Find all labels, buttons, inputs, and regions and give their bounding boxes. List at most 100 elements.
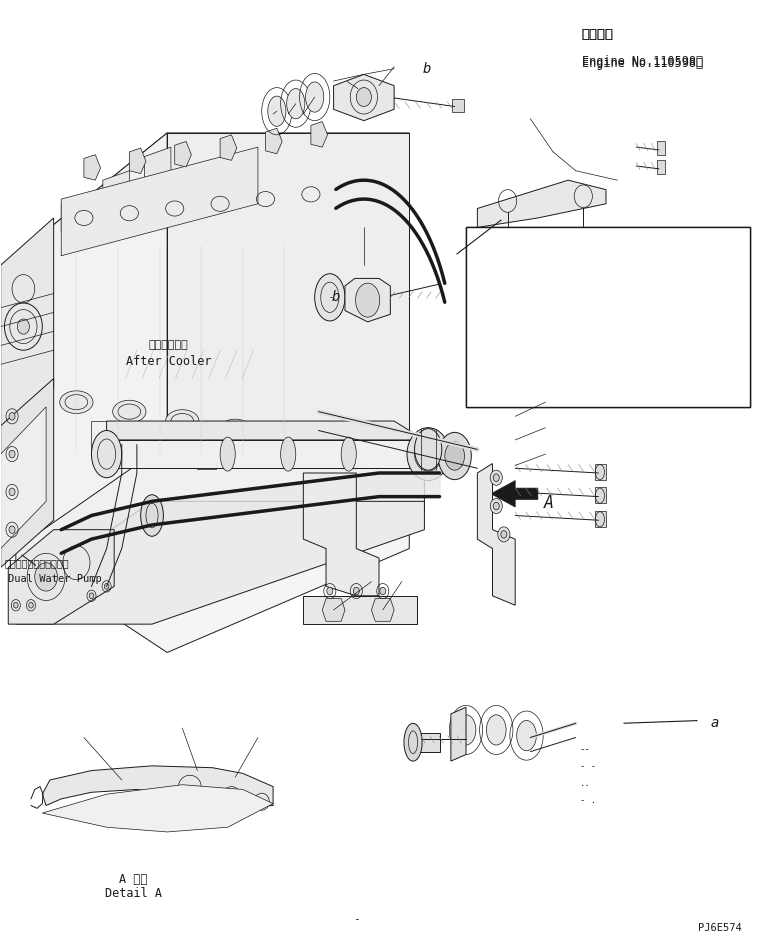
Polygon shape (656, 142, 665, 154)
Polygon shape (656, 160, 665, 173)
Ellipse shape (287, 89, 305, 119)
Polygon shape (334, 75, 394, 121)
Text: Dual Water Pump: Dual Water Pump (8, 574, 102, 584)
Ellipse shape (407, 428, 449, 481)
Polygon shape (174, 142, 191, 166)
Text: 適用号機: 適用号機 (582, 28, 614, 42)
Circle shape (105, 584, 109, 589)
Ellipse shape (487, 715, 506, 745)
Ellipse shape (490, 499, 503, 514)
Ellipse shape (60, 391, 93, 413)
Polygon shape (16, 454, 424, 605)
Polygon shape (303, 473, 379, 596)
Polygon shape (451, 708, 466, 762)
Polygon shape (39, 133, 168, 568)
Circle shape (14, 603, 18, 608)
Polygon shape (1, 218, 54, 435)
Polygon shape (265, 129, 282, 153)
Ellipse shape (498, 527, 510, 542)
Ellipse shape (166, 410, 199, 432)
Ellipse shape (113, 400, 146, 423)
Polygon shape (107, 421, 424, 440)
Ellipse shape (268, 96, 286, 127)
Ellipse shape (356, 283, 380, 317)
Text: A: A (544, 494, 554, 512)
Ellipse shape (220, 437, 235, 471)
Ellipse shape (341, 437, 356, 471)
Ellipse shape (438, 432, 471, 480)
Ellipse shape (421, 445, 436, 464)
Text: ..: .. (580, 779, 590, 788)
Ellipse shape (218, 419, 252, 442)
Ellipse shape (404, 724, 422, 762)
Polygon shape (1, 378, 54, 568)
Polygon shape (594, 511, 606, 527)
Text: After Cooler: After Cooler (126, 355, 211, 368)
Ellipse shape (415, 429, 442, 470)
Polygon shape (371, 599, 394, 622)
Polygon shape (311, 122, 327, 148)
Polygon shape (413, 733, 440, 752)
Circle shape (89, 593, 94, 599)
Polygon shape (39, 464, 409, 653)
Ellipse shape (490, 470, 503, 485)
Text: 適用号機: 適用号機 (582, 28, 614, 42)
Polygon shape (478, 180, 606, 227)
Circle shape (9, 488, 15, 496)
Bar (466, 227, 750, 407)
Ellipse shape (35, 563, 58, 591)
Circle shape (9, 526, 15, 534)
Ellipse shape (445, 442, 465, 470)
Ellipse shape (353, 587, 359, 595)
Circle shape (29, 603, 33, 608)
Polygon shape (168, 133, 409, 464)
Polygon shape (322, 599, 345, 622)
Ellipse shape (315, 273, 345, 321)
Polygon shape (594, 487, 606, 503)
Text: - -: - - (580, 762, 596, 771)
Ellipse shape (327, 587, 333, 595)
Polygon shape (303, 596, 417, 624)
Text: PJ6E574: PJ6E574 (698, 923, 742, 933)
Text: -: - (353, 914, 360, 923)
Circle shape (17, 319, 30, 334)
Polygon shape (1, 407, 46, 549)
Polygon shape (61, 148, 258, 255)
Ellipse shape (380, 587, 386, 595)
Text: b: b (332, 290, 340, 305)
Ellipse shape (141, 495, 164, 536)
Text: アフタクーラ: アフタクーラ (149, 340, 188, 349)
Text: Detail A: Detail A (105, 886, 161, 900)
Polygon shape (220, 135, 236, 160)
Ellipse shape (356, 88, 371, 107)
Polygon shape (16, 501, 424, 624)
Ellipse shape (501, 531, 507, 538)
Text: Engine No.110598～: Engine No.110598～ (582, 56, 703, 68)
Polygon shape (103, 170, 130, 208)
Polygon shape (42, 785, 273, 832)
Polygon shape (130, 149, 146, 173)
Ellipse shape (493, 502, 500, 510)
Text: --: -- (580, 745, 590, 754)
Ellipse shape (493, 474, 500, 482)
Text: Engine No.110598～: Engine No.110598～ (582, 58, 703, 70)
Text: A 詳細: A 詳細 (119, 872, 147, 885)
Ellipse shape (329, 604, 338, 616)
Polygon shape (478, 464, 515, 605)
Ellipse shape (280, 437, 296, 471)
Text: a: a (710, 716, 719, 730)
Polygon shape (145, 148, 171, 184)
Polygon shape (453, 99, 465, 113)
Polygon shape (8, 530, 114, 624)
Text: デュアルウォータポンプ: デュアルウォータポンプ (5, 558, 69, 568)
Circle shape (9, 412, 15, 420)
Bar (466, 227, 750, 407)
Ellipse shape (517, 721, 537, 751)
Ellipse shape (378, 604, 387, 616)
Polygon shape (345, 278, 390, 322)
Polygon shape (84, 154, 101, 180)
Text: b: b (423, 61, 431, 76)
Text: - .: - . (580, 796, 596, 805)
Polygon shape (42, 766, 273, 808)
Ellipse shape (456, 715, 476, 745)
